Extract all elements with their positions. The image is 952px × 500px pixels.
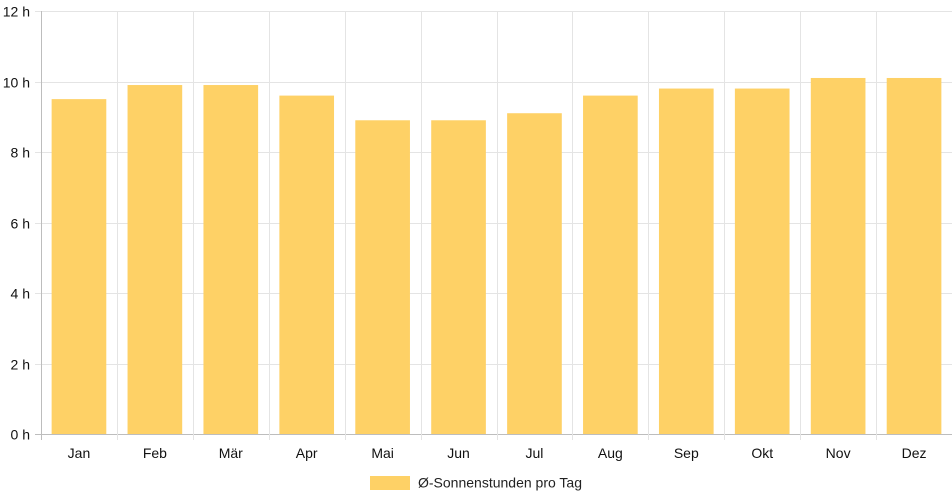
bar-mär[interactable] [203,85,259,435]
y-tick-label: 6 h [11,216,30,232]
bar-jun[interactable] [431,120,486,435]
grid [35,11,952,440]
bar-apr[interactable] [279,95,335,434]
y-axis-ticks: 0 h 2 h 4 h 6 h 8 h 10 h 12 h [3,4,30,443]
y-tick-label: 0 h [11,427,30,443]
legend[interactable]: Ø-Sonnenstunden pro Tag [370,475,582,491]
y-tick-label: 12 h [3,4,30,20]
bars [51,77,942,435]
x-tick-label: Dez [902,445,927,461]
x-tick-label: Feb [143,445,167,461]
x-tick-label: Mär [219,445,243,461]
bar-aug[interactable] [583,95,638,434]
legend-label[interactable]: Ø-Sonnenstunden pro Tag [418,475,582,491]
y-tick-label: 4 h [11,286,30,302]
bar-jan[interactable] [51,99,107,434]
y-tick-label: 10 h [3,75,30,91]
x-tick-label: Mai [371,445,394,461]
x-tick-label: Sep [674,445,699,461]
bar-jul[interactable] [507,113,562,434]
bar-okt[interactable] [734,88,790,435]
x-tick-label: Aug [598,445,623,461]
x-tick-label: Okt [751,445,773,461]
bar-sep[interactable] [658,88,714,435]
bar-mai[interactable] [355,120,410,435]
x-tick-label: Jun [447,445,470,461]
legend-swatch[interactable] [370,476,410,490]
x-tick-label: Jan [68,445,91,461]
x-tick-label: Jul [526,445,544,461]
x-tick-label: Apr [296,445,318,461]
x-tick-label: Nov [826,445,851,461]
bar-feb[interactable] [127,85,183,435]
bar-dez[interactable] [886,77,942,434]
x-axis-ticks: Jan Feb Mär Apr Mai Jun Jul Aug Sep Okt Nov Dez [68,445,927,461]
y-tick-label: 2 h [11,357,30,373]
y-tick-label: 8 h [11,145,30,161]
bar-nov[interactable] [810,77,866,434]
